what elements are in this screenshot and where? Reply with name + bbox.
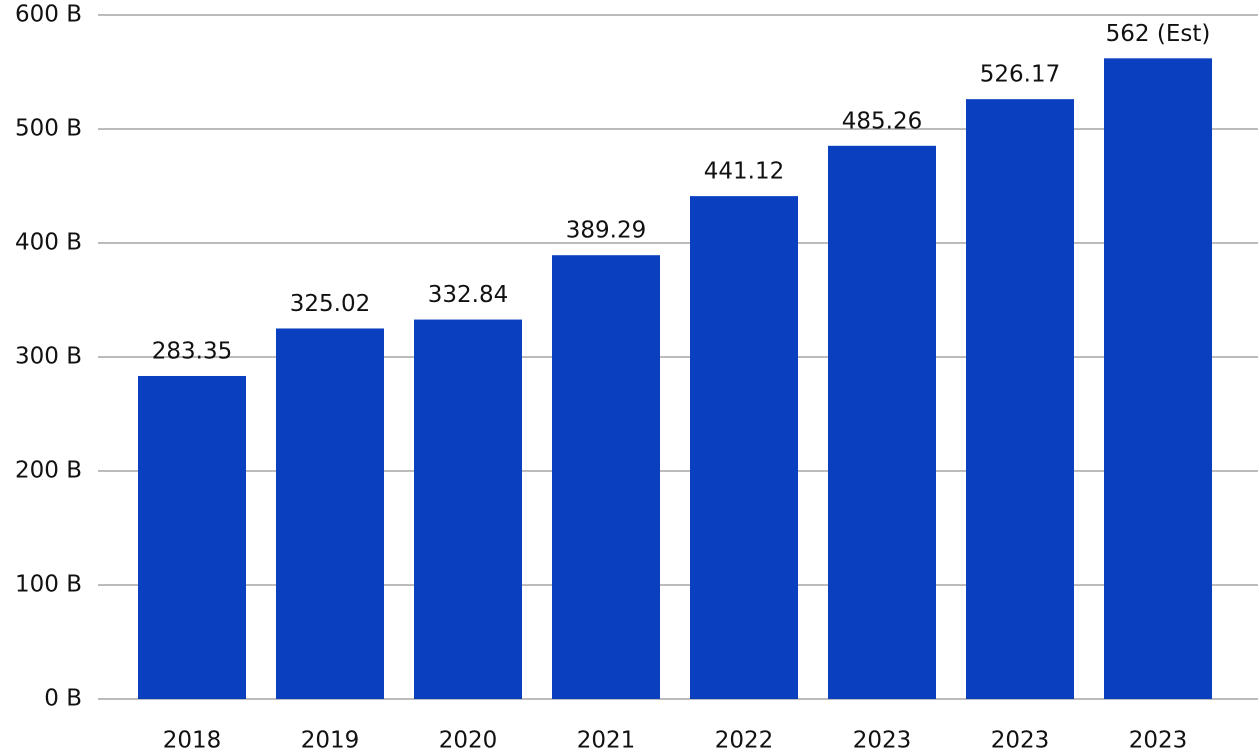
bar (966, 99, 1074, 699)
x-tick-label: 2020 (439, 728, 498, 754)
x-tick-label: 2023 (1129, 728, 1188, 754)
y-tick-label: 0 B (44, 686, 82, 712)
y-tick-label: 200 B (15, 458, 82, 484)
y-tick-label: 400 B (15, 230, 82, 256)
bar (552, 255, 660, 699)
bar (828, 145, 936, 700)
value-label: 441.12 (704, 159, 784, 185)
x-tick-label: 2022 (715, 728, 774, 754)
x-tick-label: 2021 (577, 728, 636, 754)
value-label: 325.02 (290, 291, 370, 317)
x-tick-label: 2023 (853, 728, 912, 754)
bar (1104, 58, 1212, 699)
value-label: 526.17 (980, 62, 1060, 88)
x-tick-label: 2018 (163, 728, 222, 754)
value-label: 389.29 (566, 218, 646, 244)
y-tick-label: 600 B (15, 2, 82, 28)
y-tick-label: 100 B (15, 572, 82, 598)
y-tick-label: 300 B (15, 344, 82, 370)
x-tick-label: 2019 (301, 728, 360, 754)
value-label: 332.84 (428, 282, 508, 308)
value-label: 485.26 (842, 108, 922, 134)
bar (414, 319, 522, 699)
bar (138, 375, 246, 699)
y-tick-label: 500 B (15, 116, 82, 142)
bar (276, 328, 384, 699)
value-label: 562 (Est) (1106, 21, 1211, 47)
bar (690, 196, 798, 699)
x-tick-label: 2023 (991, 728, 1050, 754)
value-label: 283.35 (152, 338, 232, 364)
